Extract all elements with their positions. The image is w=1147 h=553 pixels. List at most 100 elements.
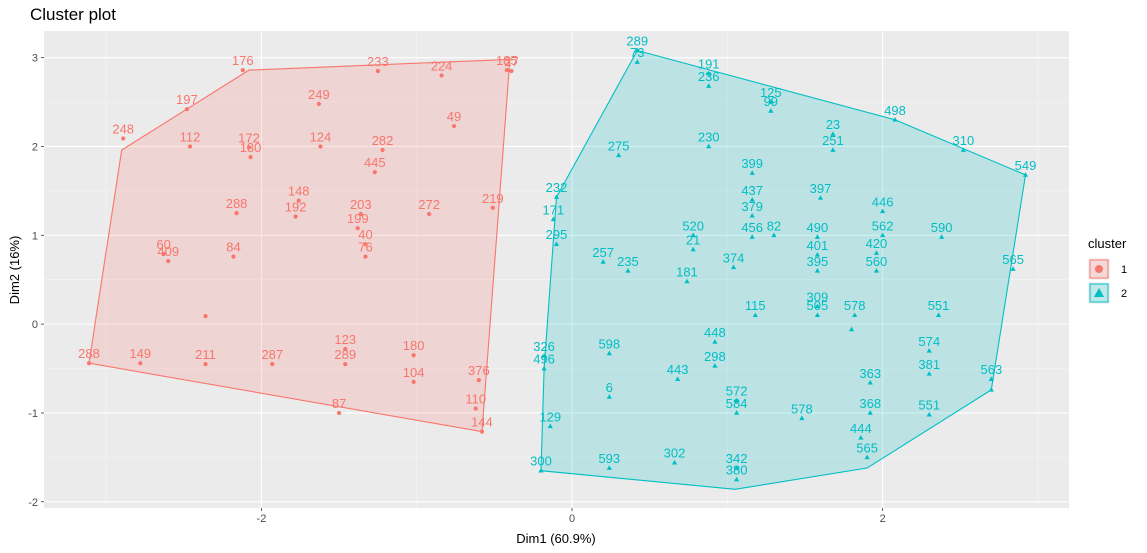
cluster-2-point (892, 117, 898, 122)
cluster-2-point (712, 363, 718, 368)
point-label: 446 (872, 194, 894, 209)
point-label: 409 (157, 244, 179, 259)
cluster-1-point (318, 144, 323, 149)
cluster-2-point (749, 196, 755, 202)
point-label: 49 (447, 109, 461, 124)
point-label: 40 (358, 227, 372, 242)
cluster-1-point (375, 68, 381, 74)
cluster-2-point (926, 411, 932, 417)
point-label: 448 (704, 325, 726, 340)
point-label: 397 (810, 181, 832, 196)
cluster-2-point (625, 268, 631, 273)
cluster-2-point (690, 246, 696, 252)
point-label: 289 (626, 34, 648, 49)
y-tick-label: 3 (32, 53, 38, 65)
cluster-2-point (814, 252, 821, 257)
cluster-1-point (187, 144, 193, 149)
cluster-2-point (960, 147, 966, 152)
cluster-1-point (161, 251, 166, 257)
point-label: 590 (931, 220, 953, 235)
point-label: 6 (606, 380, 613, 395)
cluster-1-point (411, 379, 416, 384)
point-label: 420 (866, 236, 888, 251)
cluster-2-point (771, 232, 777, 238)
cluster-2-point (684, 278, 690, 284)
cluster-2-point (988, 376, 994, 382)
point-label: 185 (496, 53, 518, 68)
point-label: 443 (667, 362, 689, 377)
point-label: 376 (468, 363, 490, 378)
cluster-2-point (830, 131, 836, 136)
cluster-2-point (706, 143, 712, 149)
point-label: 129 (539, 409, 561, 424)
point-label: 99 (764, 94, 778, 109)
point-label: 401 (807, 238, 829, 253)
point-label: 310 (953, 133, 975, 148)
point-label: 298 (704, 349, 726, 364)
cluster-2-point (867, 410, 873, 415)
point-label: 342 (726, 451, 748, 466)
data-points (86, 47, 1029, 482)
point-label: 275 (608, 138, 630, 153)
cluster-2-point (734, 397, 740, 403)
cluster-1-point (363, 254, 368, 259)
cluster-1-point (479, 429, 485, 434)
cluster-1-point (246, 145, 252, 150)
point-label: 27 (504, 54, 518, 69)
cluster-2-point (634, 47, 640, 53)
cluster-2-point (749, 234, 755, 239)
cluster-2-point (848, 326, 855, 332)
cluster-1-point (427, 211, 432, 217)
cluster-1-point (270, 362, 275, 367)
point-label: 112 (180, 129, 201, 144)
point-label: 560 (866, 254, 888, 269)
cluster-2-point (817, 195, 824, 200)
x-tick-label: -2 (257, 513, 267, 525)
point-label: 374 (723, 250, 745, 265)
cluster-2-point (671, 459, 678, 465)
point-label: 203 (350, 197, 372, 212)
point-label: 172 (238, 130, 260, 145)
point-label: 176 (232, 53, 254, 68)
legend-item-2: 2 (1088, 282, 1127, 304)
cluster-2-point (706, 70, 712, 76)
point-label: 171 (543, 202, 565, 217)
point-label: 73 (630, 45, 644, 60)
plot-panel (44, 31, 1069, 508)
point-label: 574 (918, 334, 940, 349)
point-label: 551 (928, 298, 950, 313)
point-label: 211 (195, 347, 216, 362)
point-label: 363 (859, 366, 881, 381)
cluster-2-point (553, 241, 560, 246)
point-label: 181 (676, 264, 698, 279)
point-label: 302 (664, 446, 686, 461)
cluster-1-point (166, 258, 171, 264)
cluster-2-point (749, 170, 755, 175)
cluster-1-point (240, 67, 245, 73)
cluster-2-point (880, 208, 886, 214)
cluster-2-point (606, 394, 612, 399)
cluster-2-point (814, 312, 821, 318)
cluster-hulls (88, 49, 1027, 490)
cluster-2-point (734, 410, 740, 415)
point-label: 563 (980, 362, 1002, 377)
cluster-1-point (363, 242, 368, 247)
point-label: 498 (884, 103, 906, 118)
point-label: 199 (347, 211, 369, 226)
point-label: 144 (471, 415, 493, 430)
cluster-1-point (451, 123, 457, 129)
cluster-2-point (675, 376, 681, 382)
cluster-1-point (203, 314, 208, 319)
point-label: 578 (844, 298, 866, 313)
point-label: 289 (334, 347, 356, 362)
cluster-2-point (1022, 172, 1029, 177)
point-label: 232 (546, 180, 568, 195)
cluster-2-point (814, 303, 821, 309)
point-label: 148 (288, 184, 310, 199)
cluster-2-point (606, 465, 612, 470)
cluster-2-hull (540, 49, 1027, 490)
y-tick-label: 0 (32, 319, 38, 331)
point-label: 230 (698, 129, 720, 144)
point-label: 197 (176, 92, 198, 107)
point-label: 549 (1015, 158, 1037, 173)
